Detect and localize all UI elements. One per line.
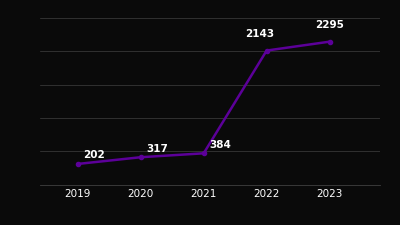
Text: 2143: 2143 [245, 29, 274, 39]
Text: 2295: 2295 [315, 20, 344, 30]
Text: 384: 384 [210, 140, 231, 150]
Text: 202: 202 [84, 150, 105, 160]
Text: 317: 317 [146, 144, 168, 154]
